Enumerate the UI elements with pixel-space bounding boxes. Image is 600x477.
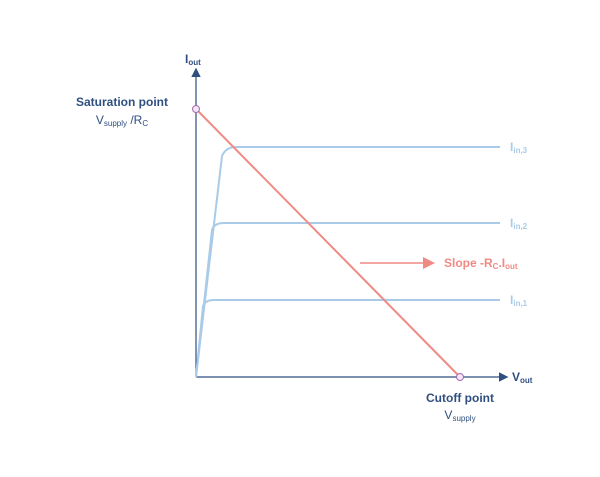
saturation-formula: Vsupply /RC bbox=[96, 113, 148, 128]
cutoff-formula: Vsupply bbox=[444, 408, 475, 423]
x-axis-label: Vout bbox=[512, 370, 533, 385]
load-line bbox=[195, 108, 461, 378]
curve-label: Iin,2 bbox=[510, 216, 528, 231]
slope-label: Slope -RC.Iout bbox=[444, 256, 518, 271]
curve-label: Iin,1 bbox=[510, 293, 528, 308]
y-axis-label: Iout bbox=[185, 52, 201, 67]
cutoff-point bbox=[456, 373, 464, 381]
curve bbox=[195, 146, 500, 378]
curve bbox=[195, 222, 500, 378]
cutoff-title: Cutoff point bbox=[426, 391, 494, 405]
curve-label: Iin,3 bbox=[510, 140, 528, 155]
curve bbox=[195, 299, 500, 378]
saturation-point bbox=[192, 105, 200, 113]
saturation-title: Saturation point bbox=[76, 95, 168, 109]
